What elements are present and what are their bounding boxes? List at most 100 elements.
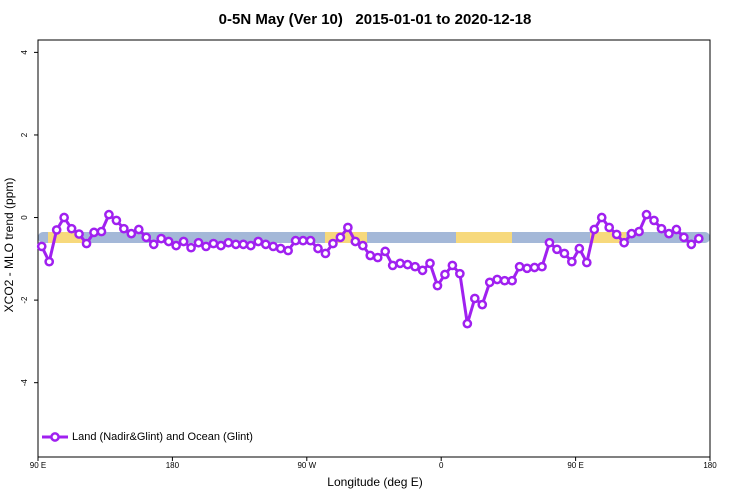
data-point [208,238,219,249]
data-point [268,241,279,252]
data-point [335,232,346,243]
y-tick-label: -2 [20,296,29,304]
land-patch [590,232,626,243]
data-point [298,235,308,246]
plot-frame [37,39,711,458]
data-point [171,240,181,251]
data-point [343,222,353,233]
y-tick-label: -4 [20,379,29,387]
land-patch [48,232,82,243]
data-point [455,268,465,279]
data-point [679,232,689,243]
data-point [89,227,99,238]
data-point [283,245,293,256]
data-point [619,237,629,248]
data-point [119,223,129,234]
data-point [567,256,577,267]
data-point [589,224,600,235]
x-tick-label: 90 W [297,461,316,470]
data-point [231,239,241,250]
data-point [36,241,47,252]
data-point [126,228,137,239]
legend-marker [50,432,60,442]
ocean-strip [38,232,710,243]
legend-label: Land (Nadir&Glint) and Ocean (Glint) [72,431,253,443]
data-point [425,258,435,269]
data-point [596,212,607,223]
data-point [380,246,391,257]
data-point [245,240,256,251]
data-point [447,260,458,271]
data-point [372,252,383,263]
y-axis-label: XCO2 - MLO trend (ppm) [2,178,16,313]
data-point [365,250,376,261]
data-point [186,242,196,253]
data-point [163,236,174,247]
data-point [634,226,644,237]
data-point [305,235,316,246]
land-ocean-strip [38,232,710,243]
data-point [656,223,667,234]
data-point [328,238,338,249]
x-tick-label: 180 [703,461,717,470]
data-point [649,215,659,226]
land-patch [325,232,367,243]
data-point [387,260,398,271]
data-point [574,243,585,254]
data-point [604,222,615,233]
y-tick-label: 2 [20,132,29,137]
data-point [537,261,547,272]
data-point [133,224,144,235]
data-point [313,243,323,254]
data-point [201,241,211,252]
chart-title: 0-5N May (Ver 10) 2015-01-01 to 2020-12-… [219,11,532,28]
data-point [223,237,234,248]
data-point [514,261,525,272]
data-point [260,239,271,250]
data-point [544,237,555,248]
data-point [395,258,405,269]
data-point [193,237,204,248]
data-point [156,233,167,244]
x-tick-label: 90 E [30,461,46,470]
data-point [104,209,114,220]
x-tick-label: 90 E [567,461,583,470]
data-point [59,212,69,223]
data-point [81,238,92,249]
y-tick-label: 4 [20,50,29,55]
data-point [552,244,562,255]
data-point [178,236,189,247]
data-point [410,261,420,272]
data-point [320,248,331,259]
data-point [469,293,480,304]
data-point [686,239,697,250]
data-point [74,229,84,239]
data-point [350,236,361,247]
data-point [664,228,674,239]
data-point [96,226,107,237]
data-point [253,236,264,247]
data-point [402,259,413,270]
x-tick-label: 0 [439,461,444,470]
data-point [148,239,159,250]
data-point [492,274,503,285]
data-point [499,275,510,286]
data-point [641,209,652,220]
x-tick-label: 180 [166,461,180,470]
data-point [626,228,637,239]
data-point [671,224,682,235]
data-point [44,256,55,267]
data-point [581,257,592,268]
data-point [477,299,488,310]
data-point [216,240,226,251]
data-point [522,263,532,274]
data-point [559,248,570,259]
data-point [507,275,517,286]
data-point [529,262,540,273]
data-point [611,229,622,240]
x-axis-label: Longitude (deg E) [327,475,422,489]
data-point [417,265,428,276]
y-tick-label: 0 [20,215,29,220]
land-patch [456,232,512,243]
